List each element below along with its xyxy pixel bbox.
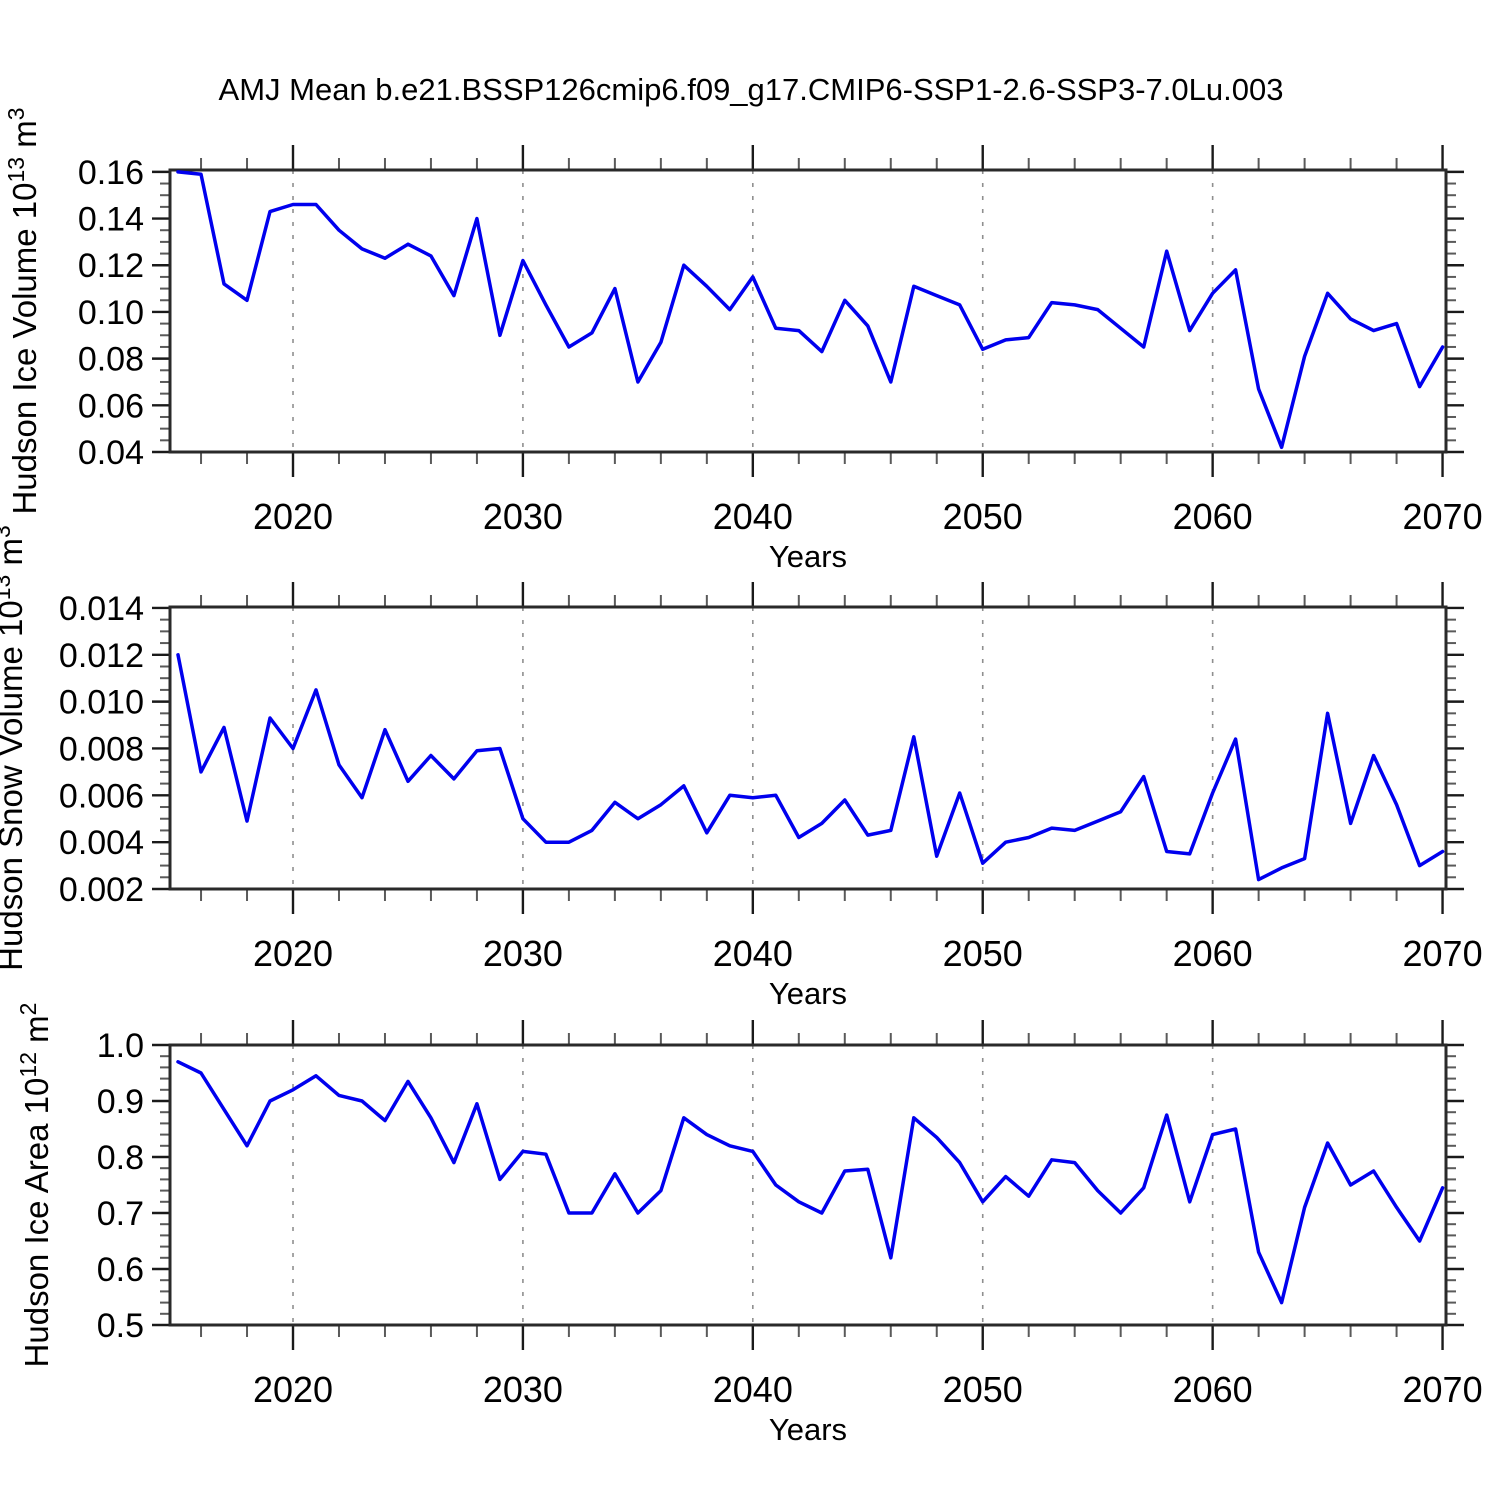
y-tick-label: 0.010 (59, 684, 144, 722)
data-line-hudson-snow-volume (176, 653, 1445, 882)
x-tick-labels: 2020 2030 2040 2050 2060 2070 (253, 496, 1483, 537)
x-tick-label: 2040 (713, 1369, 793, 1410)
y-axis-title: Hudson Snow Volume 1013 m3 (0, 525, 29, 971)
y-tick-label: 0.16 (78, 154, 144, 192)
y-tick-label: 0.10 (78, 294, 144, 332)
x-tick-label: 2050 (943, 933, 1023, 974)
y-tick-label: 0.006 (59, 777, 144, 815)
x-tick-labels: 2020 2030 2040 2050 2060 2070 (253, 1369, 1483, 1410)
x-tick-label: 2020 (253, 1369, 333, 1410)
grid-lines (292, 170, 1214, 452)
x-tick-label: 2060 (1173, 496, 1253, 537)
panel-hudson-ice-volume: 0.04 0.06 0.08 0.10 0.12 0.14 0.16 2020 2030 2040… (3, 107, 1483, 574)
y-tick-label: 0.9 (97, 1083, 144, 1121)
y-tick-label: 0.5 (97, 1307, 144, 1345)
data-line-hudson-ice-area (176, 1060, 1445, 1305)
plot-frame (168, 1043, 1448, 1327)
chart-panels: 0.04 0.06 0.08 0.10 0.12 0.14 0.16 2020 2030 2040… (0, 107, 1483, 1447)
y-axis-title: Hudson Ice Volume 1013 m3 (3, 107, 43, 514)
x-tick-labels: 2020 2030 2040 2050 2060 2070 (253, 933, 1483, 974)
x-axis-title: Years (769, 1412, 847, 1447)
axis-ticks (152, 1020, 1464, 1350)
y-tick-label: 0.06 (78, 387, 144, 425)
y-tick-label: 0.6 (97, 1251, 144, 1289)
x-axis-title: Years (769, 976, 847, 1011)
y-tick-label: 0.014 (59, 590, 144, 628)
y-tick-labels: 0.002 0.004 0.006 0.008 0.010 0.012 0.014 (59, 590, 144, 909)
y-tick-label: 0.004 (59, 824, 144, 862)
plot-frame (168, 605, 1448, 891)
y-tick-label: 0.12 (78, 247, 144, 285)
y-tick-label: 0.002 (59, 871, 144, 909)
x-tick-label: 2060 (1173, 933, 1253, 974)
data-line-hudson-ice-volume (176, 170, 1445, 450)
y-tick-labels: 0.04 0.06 0.08 0.10 0.12 0.14 0.16 (78, 154, 144, 472)
x-tick-label: 2070 (1403, 933, 1483, 974)
axis-ticks (152, 145, 1464, 477)
x-tick-label: 2030 (483, 496, 563, 537)
x-tick-label: 2040 (713, 496, 793, 537)
y-tick-label: 0.04 (78, 434, 144, 472)
plot-frame (168, 168, 1448, 454)
x-tick-label: 2070 (1403, 496, 1483, 537)
x-tick-label: 2050 (943, 1369, 1023, 1410)
y-tick-labels: 0.5 0.6 0.7 0.8 0.9 1.0 (97, 1027, 144, 1345)
y-tick-label: 0.7 (97, 1195, 144, 1233)
x-tick-label: 2040 (713, 933, 793, 974)
axis-ticks (152, 582, 1464, 914)
grid-lines (292, 607, 1214, 889)
x-tick-label: 2020 (253, 933, 333, 974)
x-tick-label: 2030 (483, 1369, 563, 1410)
y-tick-label: 0.08 (78, 341, 144, 379)
x-tick-label: 2020 (253, 496, 333, 537)
y-axis-title: Hudson Ice Area 1012 m2 (15, 1003, 55, 1368)
y-tick-label: 0.012 (59, 637, 144, 675)
y-tick-label: 0.14 (78, 201, 144, 239)
grid-lines (292, 1045, 1214, 1325)
x-tick-label: 2060 (1173, 1369, 1253, 1410)
chart-title: AMJ Mean b.e21.BSSP126cmip6.f09_g17.CMIP… (219, 72, 1284, 107)
y-tick-label: 0.8 (97, 1139, 144, 1177)
x-tick-label: 2050 (943, 496, 1023, 537)
x-tick-label: 2030 (483, 933, 563, 974)
x-axis-title: Years (769, 539, 847, 574)
y-tick-label: 0.008 (59, 730, 144, 768)
y-tick-label: 1.0 (97, 1027, 144, 1065)
x-tick-label: 2070 (1403, 1369, 1483, 1410)
